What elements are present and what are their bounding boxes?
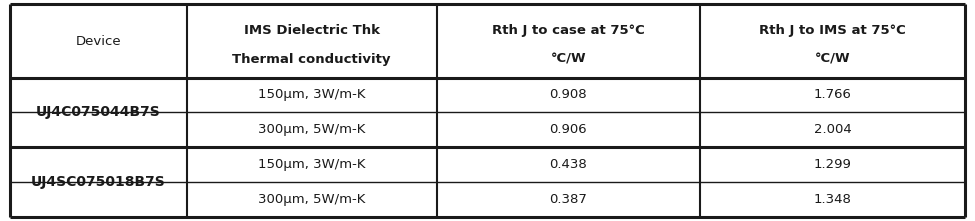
Text: 1.348: 1.348 — [813, 193, 851, 206]
Text: 1.766: 1.766 — [813, 88, 851, 101]
Text: 300μm, 5W/m-K: 300μm, 5W/m-K — [258, 123, 366, 136]
Text: Rth J to IMS at 75°C: Rth J to IMS at 75°C — [760, 24, 906, 36]
Text: 0.438: 0.438 — [549, 158, 587, 171]
Text: 150μm, 3W/m-K: 150μm, 3W/m-K — [258, 158, 366, 171]
Text: 300μm, 5W/m-K: 300μm, 5W/m-K — [258, 193, 366, 206]
Text: 2.004: 2.004 — [813, 123, 851, 136]
Text: 1.299: 1.299 — [813, 158, 851, 171]
Text: 0.908: 0.908 — [550, 88, 587, 101]
Text: Rth J to case at 75°C: Rth J to case at 75°C — [491, 24, 644, 36]
Text: Device: Device — [75, 34, 121, 48]
Text: UJ4SC075018B7S: UJ4SC075018B7S — [31, 175, 166, 189]
Text: IMS Dielectric Thk: IMS Dielectric Thk — [244, 24, 379, 36]
Text: 0.387: 0.387 — [549, 193, 587, 206]
Text: °C/W: °C/W — [815, 53, 850, 66]
Text: Thermal conductivity: Thermal conductivity — [232, 53, 391, 66]
Text: 150μm, 3W/m-K: 150μm, 3W/m-K — [258, 88, 366, 101]
Text: °C/W: °C/W — [551, 53, 586, 66]
Text: 0.906: 0.906 — [550, 123, 587, 136]
Text: UJ4C075044B7S: UJ4C075044B7S — [36, 105, 161, 119]
